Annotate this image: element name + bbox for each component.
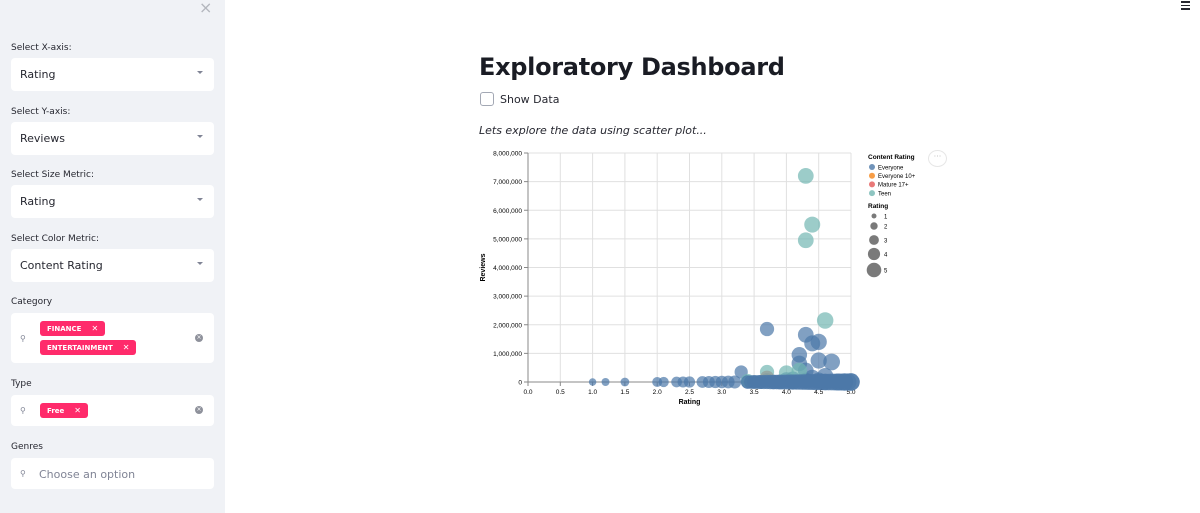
svg-text:3.0: 3.0	[717, 389, 726, 396]
svg-text:2.5: 2.5	[685, 389, 694, 396]
chart-caption: Lets explore the data using scatter plot…	[479, 124, 707, 137]
scatter-chart[interactable]: 0.0 0.5 1.0 1.5 2.0 2.5 3.0 3.5 4.0 4.5 5.0 0 1,000,…	[470, 140, 930, 410]
search-icon: ⚲	[20, 469, 26, 478]
svg-text:Content Rating: Content Rating	[868, 154, 915, 161]
y-axis-value: Reviews	[20, 132, 65, 145]
size-metric-label: Select Size Metric:	[11, 170, 94, 180]
category-label: Category	[11, 297, 53, 307]
chart-actions-button[interactable]: ···	[928, 150, 947, 167]
svg-text:7,000,000: 7,000,000	[493, 179, 522, 186]
color-metric-value: Content Rating	[20, 259, 103, 272]
chevron-down-icon	[197, 135, 203, 138]
clear-all-icon[interactable]: ×	[195, 406, 203, 414]
category-chip-entertainment: ENTERTAINMENT ✕	[40, 340, 137, 355]
svg-text:1: 1	[884, 214, 888, 220]
remove-chip-icon[interactable]: ✕	[91, 324, 99, 333]
svg-text:Reviews: Reviews	[480, 253, 487, 281]
svg-text:Rating: Rating	[868, 203, 888, 210]
genres-multiselect[interactable]: ⚲ Choose an option	[11, 458, 214, 489]
page-title: Exploratory Dashboard	[479, 53, 785, 81]
chevron-down-icon	[197, 198, 203, 201]
show-data-label[interactable]: Show Data	[500, 93, 560, 106]
svg-text:Rating: Rating	[679, 399, 701, 406]
color-metric-label: Select Color Metric:	[11, 234, 99, 244]
chevron-down-icon	[197, 262, 203, 265]
svg-text:8,000,000: 8,000,000	[493, 151, 522, 158]
svg-text:Teen: Teen	[878, 191, 891, 197]
svg-text:4.5: 4.5	[814, 389, 823, 396]
svg-text:5: 5	[884, 268, 888, 274]
svg-text:0.0: 0.0	[523, 389, 532, 396]
svg-text:2.0: 2.0	[653, 389, 662, 396]
svg-text:3: 3	[884, 238, 888, 244]
svg-text:Mature 17+: Mature 17+	[878, 183, 909, 189]
y-axis-label: Select Y-axis:	[11, 107, 71, 117]
svg-text:Everyone: Everyone	[878, 165, 904, 171]
type-label: Type	[11, 379, 32, 389]
x-axis-value: Rating	[20, 68, 56, 81]
type-multiselect[interactable]: ⚲ Free ✕ ×	[11, 395, 214, 426]
svg-text:1.0: 1.0	[588, 389, 597, 396]
svg-text:1,000,000: 1,000,000	[493, 351, 522, 358]
chevron-down-icon	[197, 71, 203, 74]
svg-text:5,000,000: 5,000,000	[493, 236, 522, 243]
remove-chip-icon[interactable]: ✕	[74, 406, 81, 415]
remove-chip-icon[interactable]: ✕	[122, 343, 130, 352]
svg-text:4: 4	[884, 252, 888, 258]
search-icon: ⚲	[20, 334, 26, 343]
svg-text:3,000,000: 3,000,000	[493, 294, 522, 301]
genres-label: Genres	[11, 442, 43, 452]
category-multiselect[interactable]: ⚲ FINANCE ✕ ENTERTAINMENT ✕ ×	[11, 313, 214, 363]
x-axis-label: Select X-axis:	[11, 43, 72, 53]
svg-text:Everyone 10+: Everyone 10+	[878, 174, 916, 180]
svg-text:0.5: 0.5	[556, 389, 565, 396]
svg-text:6,000,000: 6,000,000	[493, 208, 522, 215]
close-sidebar-icon[interactable]: ×	[199, 0, 213, 17]
size-metric-select[interactable]: Rating	[11, 185, 214, 218]
svg-text:5.0: 5.0	[846, 389, 855, 396]
sidebar: × Select X-axis: Rating Select Y-axis: R…	[0, 0, 225, 513]
svg-text:4.0: 4.0	[782, 389, 791, 396]
svg-text:1.5: 1.5	[620, 389, 629, 396]
menu-icon[interactable]	[1181, 0, 1190, 10]
size-metric-value: Rating	[20, 195, 56, 208]
category-chip-finance: FINANCE ✕	[40, 321, 106, 336]
svg-text:3.5: 3.5	[750, 389, 759, 396]
type-chip-free: Free ✕	[40, 403, 88, 418]
y-axis-select[interactable]: Reviews	[11, 122, 214, 155]
svg-text:2,000,000: 2,000,000	[493, 322, 522, 329]
color-metric-select[interactable]: Content Rating	[11, 249, 214, 282]
svg-text:2: 2	[884, 224, 888, 230]
genres-placeholder: Choose an option	[39, 468, 136, 481]
svg-text:0: 0	[518, 380, 522, 387]
x-axis-select[interactable]: Rating	[11, 58, 214, 91]
svg-text:4,000,000: 4,000,000	[493, 265, 522, 272]
clear-all-icon[interactable]: ×	[195, 334, 203, 342]
search-icon: ⚲	[20, 406, 26, 415]
show-data-checkbox[interactable]	[480, 92, 494, 106]
